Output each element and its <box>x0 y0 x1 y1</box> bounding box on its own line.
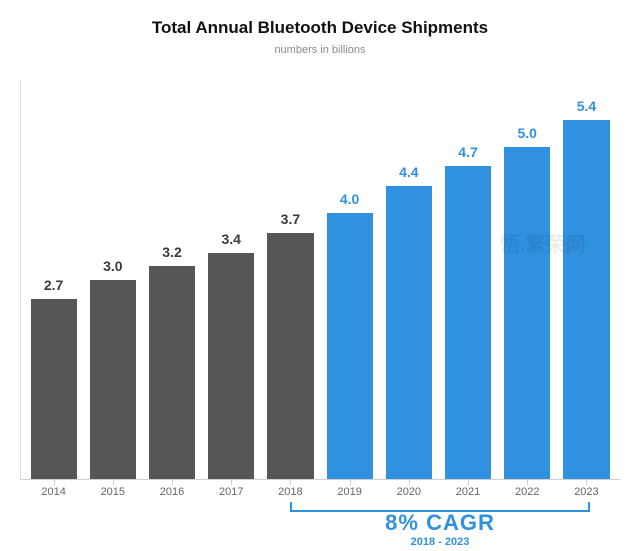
bar-slot: 2.7 <box>24 80 83 479</box>
bar-value-label: 5.4 <box>577 98 596 114</box>
cagr-annotation: 8% CAGR2018 - 2023 <box>20 502 620 550</box>
bar-value-label: 3.2 <box>162 244 181 260</box>
chart-title: Total Annual Bluetooth Device Shipments <box>14 18 626 38</box>
bar-value-label: 3.0 <box>103 258 122 274</box>
bar-slot: 5.4 <box>557 80 616 479</box>
x-tick: 2016 <box>142 486 201 498</box>
x-axis: 2014201520162017201820192020202120222023 <box>20 480 620 498</box>
chart-subtitle: numbers in billions <box>14 44 626 56</box>
bar <box>208 253 254 479</box>
bar <box>31 299 77 479</box>
bar-slot: 3.2 <box>142 80 201 479</box>
bar-slot: 4.4 <box>379 80 438 479</box>
bar <box>504 147 550 480</box>
x-tick: 2023 <box>557 486 616 498</box>
bar <box>563 120 609 479</box>
x-tick: 2021 <box>438 486 497 498</box>
bar <box>327 213 373 479</box>
bar-slot: 5.0 <box>498 80 557 479</box>
bar-slot: 3.4 <box>202 80 261 479</box>
bar-value-label: 2.7 <box>44 277 63 293</box>
bars-group: 2.7 3.0 3.2 3.4 3.7 4.0 4.4 4.7 5.0 5.4 <box>20 80 620 479</box>
bar <box>445 166 491 479</box>
x-tick: 2018 <box>261 486 320 498</box>
bar-slot: 3.0 <box>83 80 142 479</box>
bar-value-label: 4.0 <box>340 191 359 207</box>
x-tick: 2020 <box>379 486 438 498</box>
bar <box>267 233 313 479</box>
plot-area: 2.7 3.0 3.2 3.4 3.7 4.0 4.4 4.7 5.0 5.4 <box>20 80 620 480</box>
bar-slot: 4.7 <box>438 80 497 479</box>
bar-value-label: 4.7 <box>458 144 477 160</box>
x-tick: 2014 <box>24 486 83 498</box>
bar-value-label: 3.7 <box>281 211 300 227</box>
bar <box>386 186 432 479</box>
bar <box>90 280 136 480</box>
x-tick: 2022 <box>498 486 557 498</box>
bar-value-label: 3.4 <box>221 231 240 247</box>
bar-slot: 3.7 <box>261 80 320 479</box>
x-tick: 2015 <box>83 486 142 498</box>
cagr-range-label: 2018 - 2023 <box>290 536 590 548</box>
bar-slot: 4.0 <box>320 80 379 479</box>
bar-value-label: 4.4 <box>399 164 418 180</box>
bar-value-label: 5.0 <box>517 125 536 141</box>
cagr-label: 8% CAGR <box>290 510 590 536</box>
x-tick: 2019 <box>320 486 379 498</box>
bar <box>149 266 195 479</box>
x-tick: 2017 <box>202 486 261 498</box>
chart-container: Total Annual Bluetooth Device Shipments … <box>0 0 640 551</box>
